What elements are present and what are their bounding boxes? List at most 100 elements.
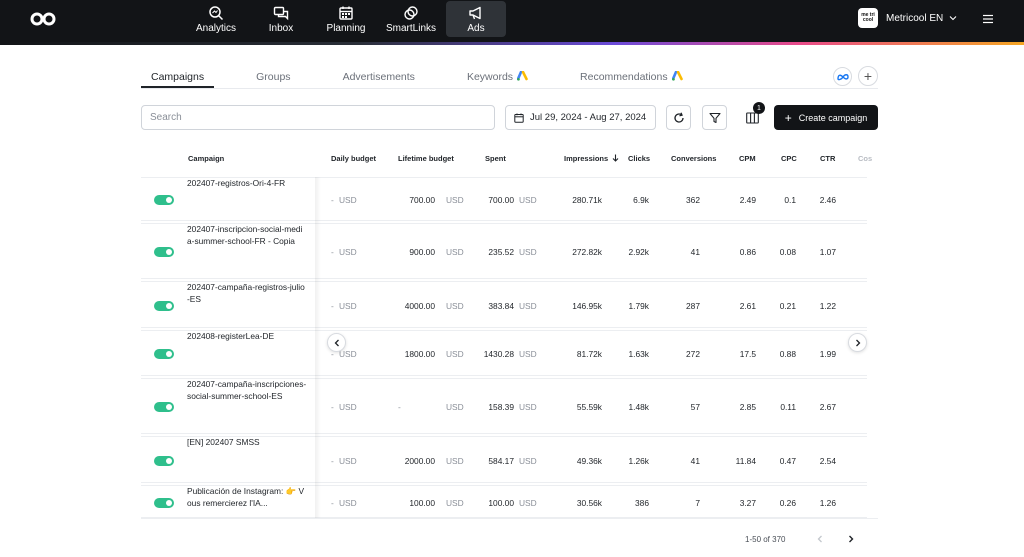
table-row[interactable]: 202407-inscripcion-social-media-summer-s… [141,223,867,279]
header-cost-per-conversion[interactable]: Cos [858,154,873,163]
daily-budget-currency: USD [339,497,357,508]
spent-value: 383.84 [488,300,514,311]
account-switcher[interactable]: me tri cool Metricool EN [858,8,957,28]
nav-ads[interactable]: Ads [446,1,506,37]
nav-inbox[interactable]: Inbox [251,1,311,37]
filter-button[interactable] [702,105,727,130]
columns-button[interactable] [740,105,765,130]
campaign-name[interactable]: 202407-campaña-registros-julio-ES [187,282,305,304]
spent-value: 700.00 [488,195,514,205]
nav-analytics[interactable]: Analytics [186,1,246,37]
hamburger-menu-icon[interactable] [982,13,994,25]
campaign-status-toggle[interactable] [154,300,174,311]
tab-recommendations[interactable]: Recommendations [570,66,693,88]
cpm-value: 17.5 [739,349,756,359]
lifetime-budget-value: 1800.00 [404,349,435,359]
cpc-value: 0.21 [779,300,796,311]
table-row[interactable]: 202407-campaña-inscripciones-social-summ… [141,378,867,434]
table-row[interactable]: 202407-registros-Ori-4-FR - USD 700.00 USD 70… [141,177,867,221]
cpc-value: 0.11 [780,402,796,412]
refresh-button[interactable] [666,105,691,130]
daily-budget-value: - [331,195,334,205]
spent-currency: USD [519,349,537,359]
campaign-name[interactable]: [EN] 202407 SMSS [187,437,260,447]
header-campaign[interactable]: Campaign [188,154,225,163]
table-row[interactable]: 202408-registerLea-DE - USD 1800.00 USD 1430.… [141,330,867,376]
spent-currency: USD [519,300,537,311]
brand-avatar-text: me tri cool [861,12,875,23]
campaign-status-toggle[interactable] [154,349,174,359]
tab-advertisements-label: Advertisements [342,71,415,83]
metricool-logo-icon[interactable] [30,11,56,27]
account-name: Metricool EN [886,12,944,24]
plus-icon: + [863,68,873,84]
nav-smartlinks[interactable]: SmartLinks [381,1,441,37]
clicks-value: 1.26k [628,455,650,466]
table-row[interactable]: [EN] 202407 SMSS - USD 2000.00 USD 584.17 USD 4… [141,436,867,483]
table-row[interactable]: Publicación de Instagram: 👉 Vous remerci… [141,485,867,518]
daily-budget-value: - [331,402,334,412]
tab-groups[interactable]: Groups [246,66,300,88]
table-row[interactable]: 202407-campaña-registros-julio-ES - USD 400… [141,281,867,328]
daily-budget-currency: USD [339,195,357,205]
header-cpc[interactable]: CPC [781,154,797,163]
tabs-divider [141,88,878,89]
lifetime-budget-currency: USD [446,195,464,205]
tab-advertisements[interactable]: Advertisements [333,66,425,88]
daily-budget-value: - [331,247,334,257]
spent-currency: USD [519,195,537,205]
brand-avatar: me tri cool [858,8,878,28]
campaign-name[interactable]: 202407-inscripcion-social-media-summer-s… [187,224,303,246]
lifetime-budget-currency: USD [446,349,464,359]
chevron-left-icon [817,535,822,543]
conversions-value: 57 [690,402,700,412]
scroll-left-button[interactable] [327,333,346,352]
campaign-status-toggle[interactable] [154,402,174,412]
impressions-value: 81.72k [576,349,602,359]
campaign-status-toggle[interactable] [154,455,174,466]
tab-keywords[interactable]: Keywords [457,66,538,88]
impressions-value: 55.59k [576,402,602,412]
conversions-value: 41 [690,247,700,257]
header-clicks[interactable]: Clicks [628,154,651,163]
date-range-picker[interactable]: Jul 29, 2024 - Aug 27, 2024 [505,105,656,130]
campaign-name[interactable]: 202407-campaña-inscripciones-social-summ… [187,379,307,401]
clicks-value: 386 [635,497,649,508]
campaign-status-toggle[interactable] [154,195,174,205]
prev-page-button[interactable] [814,533,826,545]
header-cpm[interactable]: CPM [739,154,756,163]
create-campaign-button[interactable]: + Create campaign [774,105,878,130]
next-page-button[interactable] [845,533,857,545]
campaign-status-toggle[interactable] [154,497,174,508]
main-nav: Analytics Inbox Planning SmartLinks Ads [186,0,511,42]
conversions-value: 7 [695,497,700,508]
nav-planning[interactable]: Planning [316,1,376,37]
header-ctr[interactable]: CTR [820,154,836,163]
header-spent[interactable]: Spent [485,154,506,163]
lifetime-budget-value: 900.00 [409,247,435,257]
impressions-value: 49.36k [576,455,602,466]
chevron-right-icon [849,535,854,543]
plus-icon: + [784,110,792,125]
inbox-icon [273,6,289,20]
header-lifetime-budget[interactable]: Lifetime budget [398,154,454,163]
tab-campaigns[interactable]: Campaigns [141,66,215,88]
impressions-value: 146.95k [572,300,602,311]
ctr-value: 1.26 [819,497,836,508]
header-conversions[interactable]: Conversions [671,154,717,163]
meta-platform-button[interactable] [833,67,852,86]
campaign-name[interactable]: 202408-registerLea-DE [187,331,275,341]
header-daily-budget[interactable]: Daily budget [331,154,377,163]
campaign-name[interactable]: Publicación de Instagram: 👉 Vous remerci… [187,486,305,508]
impressions-value: 272.82k [572,247,602,257]
lifetime-budget-currency: USD [446,402,464,412]
add-platform-button[interactable]: + [858,66,878,86]
nav-analytics-label: Analytics [195,22,236,34]
scroll-right-button[interactable] [848,333,867,352]
search-input[interactable] [141,105,495,130]
conversions-value: 287 [686,300,700,311]
header-impressions[interactable]: Impressions [564,154,619,163]
columns-count-badge: 1 [753,102,765,114]
campaign-status-toggle[interactable] [154,247,174,257]
campaign-name[interactable]: 202407-registros-Ori-4-FR [187,178,286,188]
